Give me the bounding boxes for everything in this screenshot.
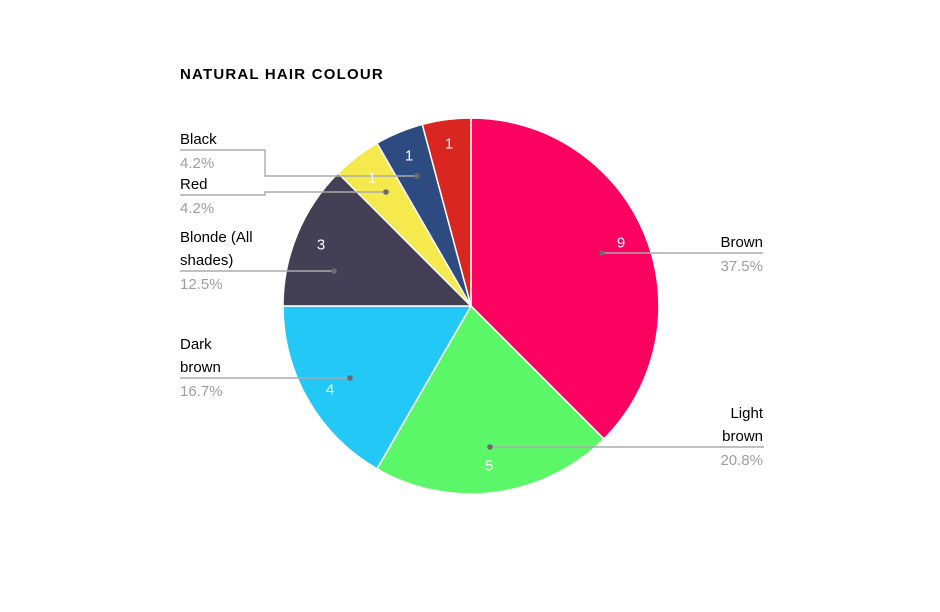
leader-line [180, 149, 417, 177]
slice-value-label: 4 [326, 382, 334, 399]
leader-dot [347, 375, 353, 381]
slice-value-label: 1 [445, 136, 453, 153]
pie-slice-unlabeled[interactable] [421, 117, 472, 307]
slice-value-label: 9 [617, 235, 625, 252]
pie-slice-brown[interactable] [470, 117, 660, 440]
leader-line [180, 191, 386, 196]
slice-value-label: 3 [317, 237, 325, 254]
leader-dot [331, 268, 337, 274]
chart-title: NATURAL HAIR COLOUR [180, 66, 384, 83]
slice-value-label: 1 [405, 148, 413, 165]
slice-value-label: 1 [368, 170, 376, 187]
leader-dot [383, 189, 389, 195]
pie-slice-blonde-all-shades[interactable] [282, 172, 472, 307]
pie-slice-dark-brown[interactable] [282, 305, 472, 470]
leader-dot [487, 444, 493, 450]
slice-value-label: 5 [485, 458, 493, 475]
leader-dot [599, 250, 605, 256]
leader-dot [414, 173, 420, 179]
